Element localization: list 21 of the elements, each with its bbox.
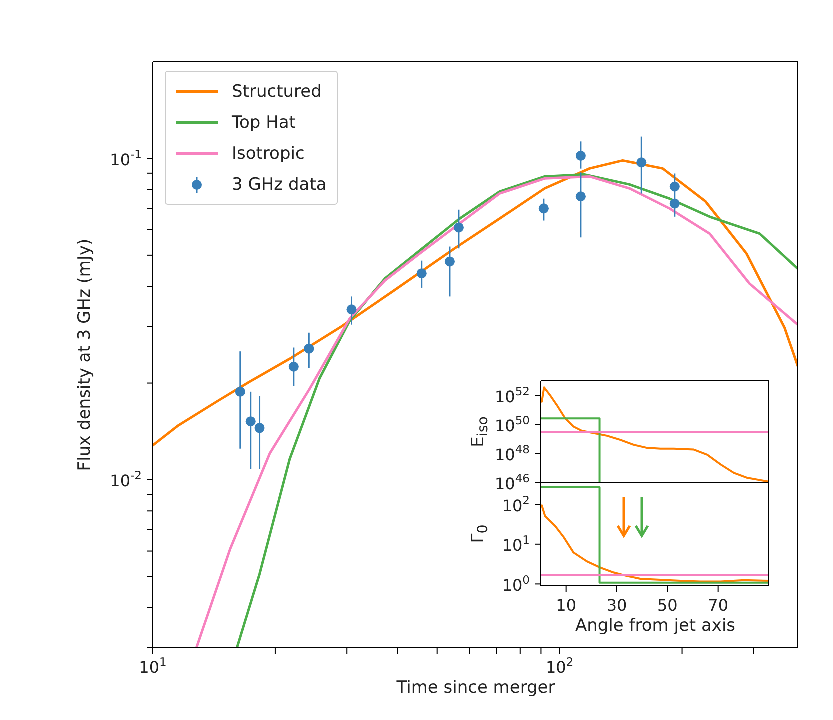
y-tick-label: 10$^{52}$: [494, 384, 530, 406]
line-series: [541, 504, 769, 583]
y-tick-label: 10$^{46}$: [494, 472, 530, 494]
x-axis-title: Time since merger: [396, 678, 556, 698]
y-tick-label: 10$^{1}$: [502, 533, 530, 556]
legend-label: Isotropic: [232, 144, 305, 164]
y-axis-title: Flux density at 3 GHz (mJy): [75, 238, 95, 471]
x-axis-title: Angle from jet axis: [574, 616, 737, 636]
y-tick-label: 10$^{50}$: [494, 413, 530, 436]
y-tick-label: 10$^{2}$: [502, 493, 530, 516]
y-tick-label: 10$^{48}$: [494, 442, 530, 465]
legend-label: 3 GHz data: [232, 174, 327, 194]
legend-label: Structured: [232, 82, 322, 102]
x-tick-label: 10: [556, 596, 577, 615]
y-tick-label: 10$^{-1}$: [110, 147, 142, 170]
x-tick-label: 50: [657, 596, 678, 615]
y-tick-label: 10$^{0}$: [502, 572, 530, 595]
x-tick-label: 30: [606, 596, 628, 615]
y-tick-label: 10$^{-2}$: [110, 468, 142, 491]
legend-label: Top Hat: [232, 112, 296, 132]
x-tick-label: 70: [708, 596, 729, 615]
